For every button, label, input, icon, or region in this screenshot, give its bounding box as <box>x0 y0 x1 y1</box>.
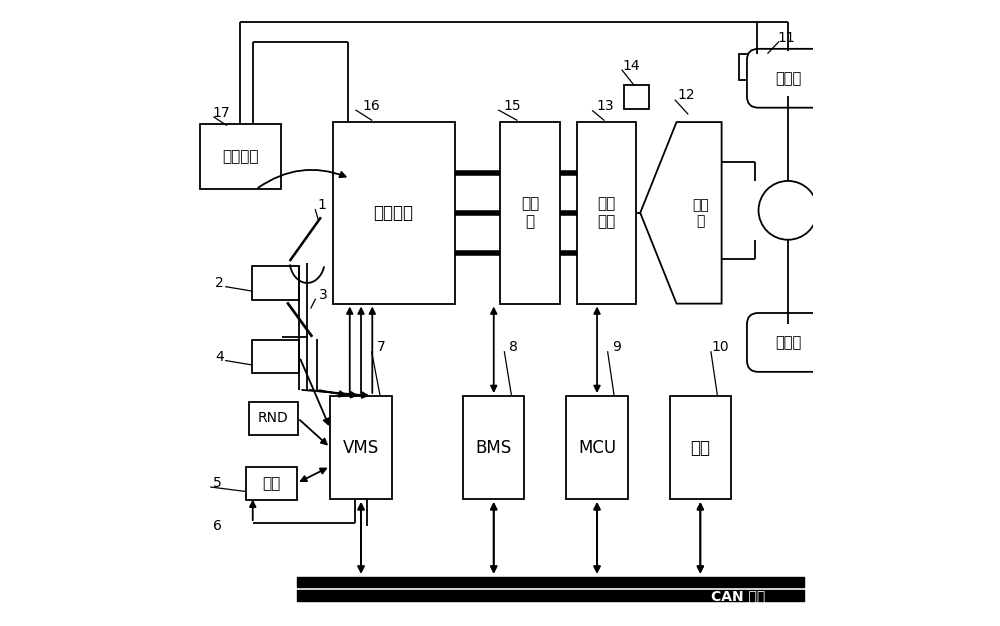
Bar <box>670 396 731 500</box>
Bar <box>577 122 636 304</box>
Text: 2: 2 <box>215 276 224 290</box>
Text: 减速
器: 减速 器 <box>693 198 709 228</box>
Bar <box>624 85 649 109</box>
Circle shape <box>759 181 817 240</box>
Bar <box>333 122 455 304</box>
Text: 逆变
器: 逆变 器 <box>521 197 539 229</box>
Text: 外接充电: 外接充电 <box>222 149 258 164</box>
Text: 7: 7 <box>377 341 385 354</box>
Text: 9: 9 <box>613 341 621 354</box>
Bar <box>252 341 299 373</box>
FancyBboxPatch shape <box>747 49 829 108</box>
Bar <box>739 53 774 80</box>
Text: 驱动
电机: 驱动 电机 <box>597 197 616 229</box>
Bar <box>252 266 299 299</box>
Text: BMS: BMS <box>476 439 512 456</box>
Text: 3: 3 <box>319 289 328 302</box>
Text: 17: 17 <box>213 106 230 120</box>
Text: 10: 10 <box>712 341 729 354</box>
Text: 仪表: 仪表 <box>690 439 710 456</box>
Text: 11: 11 <box>778 31 796 44</box>
Text: 右前轮: 右前轮 <box>775 335 801 350</box>
Text: 6: 6 <box>213 519 221 533</box>
Bar <box>330 396 392 500</box>
Text: 16: 16 <box>363 100 381 113</box>
Text: 8: 8 <box>509 341 518 354</box>
Bar <box>246 467 297 500</box>
Text: 14: 14 <box>623 59 640 73</box>
Text: 动力电池: 动力电池 <box>374 204 414 222</box>
Polygon shape <box>640 122 722 304</box>
Text: 4: 4 <box>215 350 224 364</box>
Text: 13: 13 <box>596 100 614 113</box>
Text: 15: 15 <box>504 100 521 113</box>
Bar <box>249 402 298 434</box>
Bar <box>463 396 524 500</box>
Text: MCU: MCU <box>578 439 616 456</box>
FancyBboxPatch shape <box>747 313 829 372</box>
Text: 1: 1 <box>318 198 327 212</box>
Text: 手刹: 手刹 <box>262 476 281 491</box>
Text: RND: RND <box>258 411 289 425</box>
Text: 左前轮: 左前轮 <box>775 71 801 86</box>
Bar <box>200 124 281 189</box>
Bar <box>566 396 628 500</box>
Text: VMS: VMS <box>343 439 379 456</box>
Text: 5: 5 <box>213 476 221 490</box>
Bar <box>500 122 560 304</box>
Text: CAN 总线: CAN 总线 <box>711 589 765 603</box>
Text: 12: 12 <box>678 88 695 102</box>
